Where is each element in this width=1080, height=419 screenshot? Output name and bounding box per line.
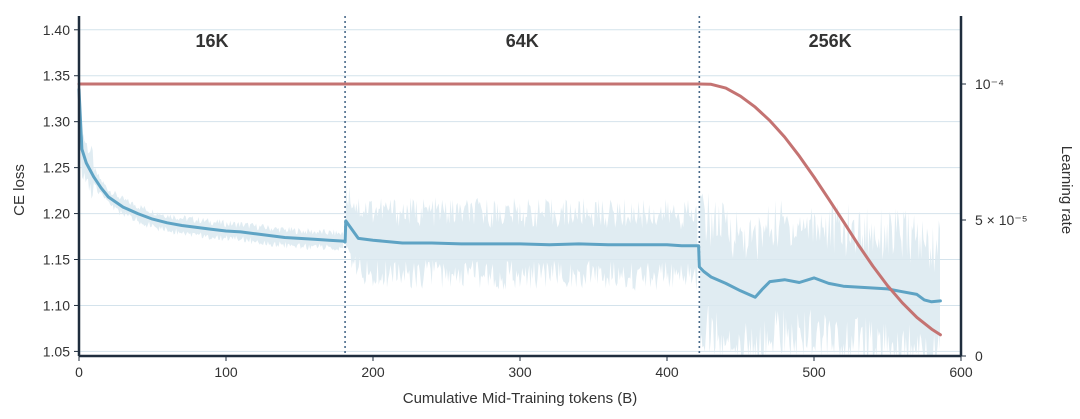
phase-label-64k: 64K (506, 31, 539, 51)
x-tick-label-3: 300 (508, 364, 532, 380)
y-tick-label-3: 1.20 (43, 206, 70, 222)
x-axis-label: Cumulative Mid-Training tokens (B) (403, 390, 638, 407)
phase-label-256k: 256K (809, 31, 852, 51)
phase-labels: 16K 64K 256K (196, 31, 852, 51)
context-boundaries (344, 16, 701, 356)
y-right-tick-label-2: 10⁻⁴ (975, 76, 1004, 92)
x-tick-label-0: 0 (75, 364, 83, 380)
ce-loss-line (77, 88, 942, 304)
phase-label-16k: 16K (196, 31, 229, 51)
y-tick-label-6: 1.35 (43, 68, 70, 84)
loss-noise-band-0 (79, 94, 344, 251)
loss-noise-bands (79, 94, 940, 356)
y-tick-label-2: 1.15 (43, 252, 70, 268)
tick-labels: 0 100 200 300 400 500 600 1.05 1.10 1.15 1.20 1.25 1… (43, 22, 1028, 380)
x-tick-label-5: 500 (802, 364, 826, 380)
x-tick-label-4: 400 (655, 364, 679, 380)
y-axis-label-right: Learning rate (1058, 146, 1075, 234)
learning-rate-line (77, 82, 942, 337)
y-tick-label-7: 1.40 (43, 22, 70, 38)
y-tick-label-1: 1.10 (43, 297, 70, 313)
y-axis-label-left: CE loss (11, 164, 28, 216)
y-right-tick-label-1: 5 × 10⁻⁵ (975, 212, 1028, 228)
y-right-tick-label-0: 0 (975, 348, 983, 364)
y-tick-label-4: 1.25 (43, 160, 70, 176)
y-tick-label-5: 1.30 (43, 114, 70, 130)
series-layer (77, 82, 942, 337)
loss-noise-band-2 (700, 192, 940, 356)
x-tick-label-1: 100 (214, 364, 238, 380)
x-tick-label-6: 600 (949, 364, 973, 380)
loss-noise-band-1 (345, 176, 698, 291)
x-tick-label-2: 200 (361, 364, 385, 380)
y-tick-label-0: 1.05 (43, 343, 70, 359)
